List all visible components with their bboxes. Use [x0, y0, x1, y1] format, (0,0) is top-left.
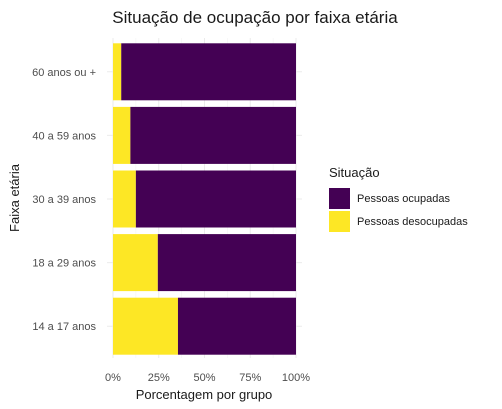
y-tick-label: 40 a 59 anos: [32, 130, 96, 142]
x-tick-label: 0%: [105, 372, 121, 384]
legend-title: Situação: [329, 165, 380, 180]
bar-segment: [130, 106, 296, 164]
y-tick-label: 18 a 29 anos: [32, 258, 96, 270]
bar-segment: [177, 297, 296, 355]
bar-segment: [157, 234, 296, 292]
x-tick-label: 25%: [148, 372, 170, 384]
legend-label: Pessoas desocupadas: [357, 216, 468, 228]
y-tick-label: 14 a 17 anos: [32, 321, 96, 333]
x-tick-label: 75%: [239, 372, 261, 384]
bar-segment: [113, 234, 158, 292]
legend-items: Pessoas ocupadas Pessoas desocupadas: [329, 188, 468, 232]
chart-title: Situação de ocupação por faixa etária: [112, 8, 398, 27]
legend-label: Pessoas ocupadas: [357, 193, 450, 205]
bar-segment: [121, 43, 296, 101]
x-tick-label: 50%: [193, 372, 215, 384]
legend-key: [329, 211, 350, 232]
y-tick-label: 60 anos ou +: [32, 67, 96, 79]
x-axis-ticks: 0% 25% 50% 75% 100%: [105, 372, 310, 384]
bars: [113, 43, 296, 355]
bar-segment: [135, 170, 296, 228]
bar-segment: [113, 170, 136, 228]
bar-segment: [113, 43, 122, 101]
bar-segment: [113, 106, 131, 164]
x-tick-label: 100%: [282, 372, 310, 384]
x-axis-title: Porcentagem por grupo: [136, 387, 273, 402]
bar-segment: [113, 297, 178, 355]
y-axis-ticks: 14 a 17 anos 18 a 29 anos 30 a 39 anos 40 a…: [32, 67, 96, 333]
legend: Situação Pessoas ocupadas Pessoas desocup…: [329, 165, 468, 232]
y-tick-label: 30 a 39 anos: [32, 194, 96, 206]
legend-key: [329, 188, 350, 209]
y-axis-title: Faixa etária: [7, 163, 22, 232]
